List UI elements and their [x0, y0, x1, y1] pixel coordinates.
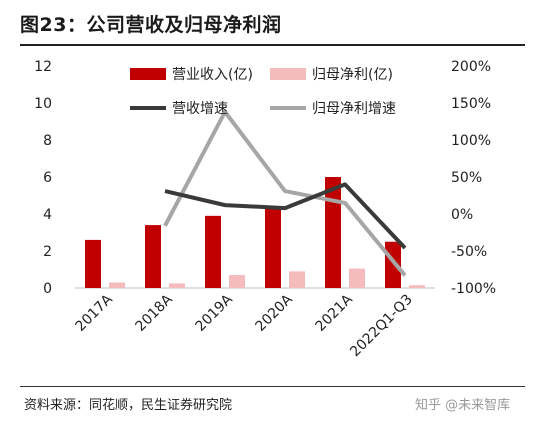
- bar-revenue: [325, 177, 341, 288]
- chart-axes: 0 2 4 6 8 10 12 -100% -50% 0% 50% 100% 150% 200%: [34, 59, 496, 297]
- y-left-tick-label: 12: [34, 59, 52, 75]
- y-right-tick-label: -100%: [451, 281, 496, 297]
- legend-label: 营业收入(亿): [172, 67, 253, 83]
- source-note: 资料来源：同花顺，民生证券研究院: [24, 398, 233, 413]
- x-tick-label: 2019A: [193, 291, 237, 335]
- line-revenue-growth: [164, 182, 407, 250]
- bar-net-profit: [409, 285, 425, 288]
- bar-net-profit: [229, 275, 245, 288]
- y-left-tick-label: 8: [43, 133, 52, 149]
- watermark: 知乎 @未来智库: [415, 398, 511, 413]
- x-tick-label: 2022Q1-Q3: [347, 292, 416, 361]
- bar-series: [85, 177, 425, 288]
- bar-net-profit: [169, 283, 185, 288]
- y-right-tick-label: 50%: [451, 170, 482, 186]
- x-tick-label: 2017A: [73, 291, 117, 335]
- chart-legend: 营业收入(亿) 归母净利(亿) 营收增速 归母净利增速: [130, 66, 396, 117]
- x-tick-label: 2020A: [253, 291, 297, 335]
- bar-net-profit: [109, 282, 125, 288]
- line-series: [163, 109, 407, 277]
- bar-revenue: [265, 208, 281, 288]
- bar-revenue: [85, 239, 101, 288]
- bar-revenue: [145, 225, 161, 288]
- x-tick-label: 2021A: [313, 291, 357, 335]
- legend-label: 营收增速: [172, 101, 228, 117]
- legend-swatch: [270, 68, 306, 80]
- bar-revenue: [205, 215, 221, 288]
- y-right-tick-label: 100%: [451, 133, 491, 149]
- legend-swatch: [130, 68, 166, 80]
- legend-label: 归母净利(亿): [312, 66, 393, 83]
- x-tick-label: 2018A: [133, 291, 177, 335]
- y-left-tick-label: 0: [43, 281, 52, 297]
- y-left-tick-label: 10: [34, 96, 52, 112]
- title-divider: [20, 44, 525, 46]
- bar-net-profit: [289, 271, 305, 288]
- y-left-tick-label: 6: [43, 170, 52, 186]
- y-right-tick-label: 200%: [451, 59, 491, 75]
- source-divider: [20, 386, 525, 387]
- line-net-profit-growth: [163, 109, 407, 277]
- bar-net-profit: [349, 268, 365, 288]
- y-right-tick-label: 0%: [451, 207, 473, 223]
- y-right-tick-label: 150%: [451, 96, 491, 112]
- y-left-tick-label: 4: [43, 207, 52, 223]
- y-left-tick-label: 2: [43, 244, 52, 260]
- figure-title: 图23：公司营收及归母净利润: [20, 14, 282, 36]
- y-right-tick-label: -50%: [451, 244, 487, 260]
- legend-label: 归母净利增速: [312, 100, 396, 117]
